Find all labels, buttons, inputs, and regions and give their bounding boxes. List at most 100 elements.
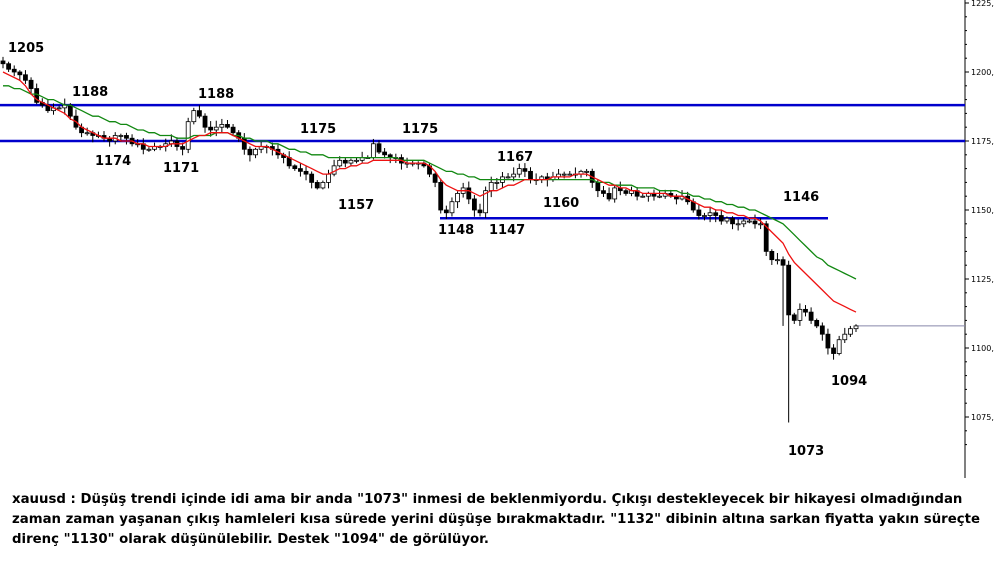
candle-body [337, 159, 343, 167]
candle [326, 169, 331, 189]
candle [11, 65, 17, 77]
candle-body [803, 308, 808, 313]
candle [573, 167, 578, 179]
candle-body [23, 74, 28, 81]
price-label-1188: 1188 [72, 85, 108, 100]
candle-body [718, 215, 724, 222]
candle-body [567, 173, 573, 176]
candle [185, 117, 191, 154]
candle-body [292, 165, 298, 169]
candle [84, 127, 90, 136]
candle-body [746, 220, 752, 223]
candle-body [842, 333, 848, 341]
candle [752, 214, 758, 229]
candle [679, 190, 685, 201]
candle-body [225, 124, 230, 128]
candle [825, 328, 831, 355]
candle-body [825, 333, 831, 349]
candle-body [713, 212, 719, 216]
candle-body [831, 347, 836, 354]
y-tick-label: 1100, [971, 344, 994, 353]
candle [707, 206, 713, 223]
candle [191, 107, 197, 125]
candle-body [303, 170, 309, 175]
candle [623, 188, 629, 196]
y-tick-label: 1200, [971, 68, 994, 77]
candle [342, 157, 348, 168]
candle [724, 216, 730, 224]
candle [0, 56, 6, 69]
candle [17, 70, 23, 81]
candle [197, 105, 202, 119]
candle-body [253, 148, 258, 156]
candle [836, 335, 842, 356]
candle [713, 209, 719, 223]
candle-body [696, 209, 702, 216]
candle-body [606, 193, 612, 200]
y-tick-label: 1175, [971, 137, 994, 146]
candle [831, 344, 836, 360]
candle-body [735, 223, 741, 226]
price-label-1167: 1167 [497, 150, 533, 165]
candle-body [595, 181, 601, 192]
y-tick-label: 1125, [971, 275, 994, 284]
candle [455, 191, 460, 209]
candle-body [298, 168, 303, 172]
candle [348, 158, 354, 167]
candle-body [528, 170, 533, 181]
price-label-1073: 1073 [788, 444, 824, 459]
candle [629, 186, 634, 197]
candle [634, 187, 640, 201]
candle [309, 171, 315, 189]
candle-body [118, 135, 124, 137]
candle [157, 144, 163, 151]
candle [449, 197, 455, 217]
candle [314, 180, 320, 190]
candle [466, 181, 472, 205]
candle [528, 167, 533, 184]
candle-body [202, 115, 208, 128]
candle [382, 148, 388, 159]
y-tick-label: 1225, [971, 0, 994, 8]
candle [247, 146, 253, 162]
candle-body [124, 135, 129, 139]
y-axis: 1075, 1100, 1125, 1150, 1175, 1200, 1225, [964, 0, 994, 478]
candle [814, 318, 820, 329]
price-label-1171: 1171 [163, 161, 199, 176]
candle [28, 77, 34, 95]
candle [803, 305, 808, 317]
candle [601, 185, 606, 198]
candle [23, 70, 28, 84]
candle-body [612, 187, 618, 200]
price-label-1175: 1175 [300, 122, 336, 137]
candle-body [601, 190, 606, 194]
candle-body [370, 143, 376, 158]
candle-body [376, 143, 382, 153]
candle [780, 256, 786, 326]
price-annotations: 1205 1188 1188 1174 1171 1175 1175 1157 1167 1160… [8, 41, 867, 459]
candle-body [769, 250, 775, 261]
candle-body [28, 79, 34, 89]
candle [443, 205, 449, 220]
y-tick-label: 1075, [971, 413, 994, 422]
candle [219, 118, 225, 133]
candle-body [763, 223, 769, 252]
candle [584, 168, 590, 177]
candle [483, 186, 489, 219]
candle [73, 109, 79, 130]
candle-body [309, 173, 315, 183]
candle-body [853, 325, 859, 330]
candlestick-series [0, 56, 859, 423]
candle-body [477, 209, 483, 214]
candle-body [752, 220, 758, 225]
price-label-1160: 1160 [543, 196, 579, 211]
candle-body [382, 151, 388, 156]
candle [718, 209, 724, 225]
candle-body [230, 126, 236, 134]
candle [775, 252, 780, 265]
price-label-1205: 1205 [8, 41, 44, 56]
candle-body [11, 68, 17, 73]
candle-body [522, 168, 528, 172]
candle-body [320, 181, 326, 189]
candle-body [84, 132, 90, 135]
